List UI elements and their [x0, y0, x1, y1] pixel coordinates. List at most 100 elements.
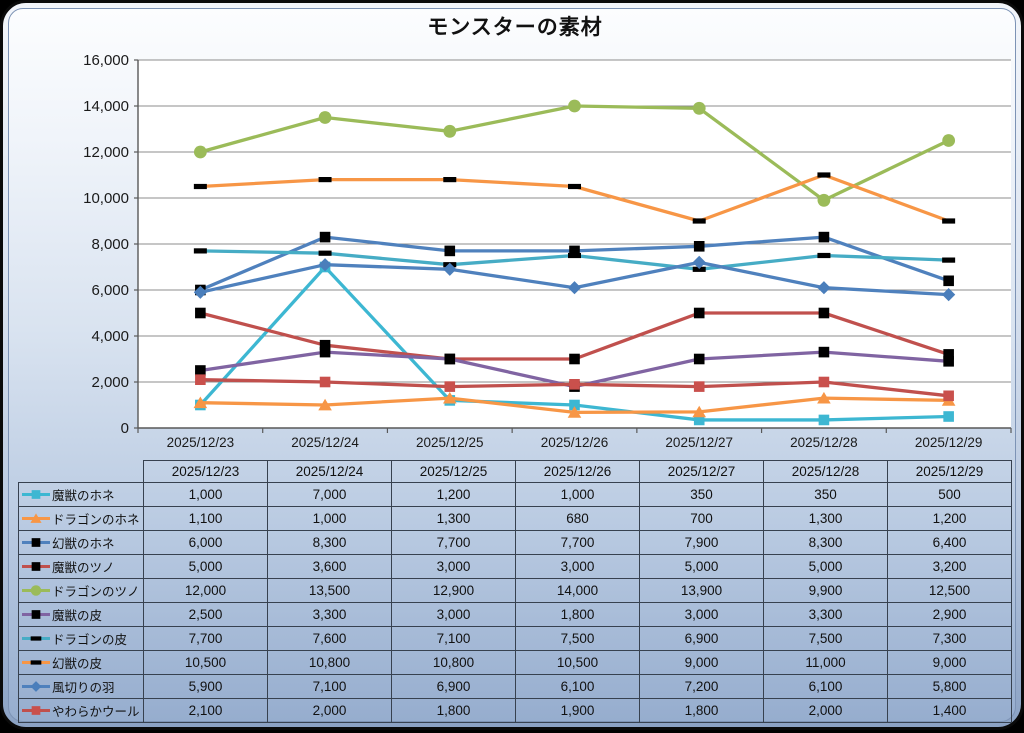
table-row: ドラゴンのホネ 1,100 1,000 1,300 680 700 1,300 1,200 — [18, 506, 1012, 531]
value-cell: 3,000 — [639, 602, 764, 627]
marker-square-icon — [943, 349, 954, 360]
series-7 — [193, 172, 956, 224]
marker-square-icon — [693, 353, 705, 365]
marker-square-icon — [943, 390, 954, 402]
value-cell: 3,300 — [267, 602, 392, 627]
marker-dash-icon — [817, 252, 831, 259]
marker-dash-icon — [942, 257, 956, 263]
legend-square-icon — [22, 490, 50, 499]
value-cell: 1,200 — [887, 506, 1012, 531]
value-cell: 5,000 — [143, 554, 268, 579]
marker-square-icon — [31, 610, 41, 619]
marker-square-icon — [693, 307, 705, 319]
value-cell: 1,800 — [639, 698, 764, 723]
marker-triangle-icon — [567, 406, 582, 418]
x-axis-label: 2025/12/23 — [167, 435, 235, 450]
table-row: 風切りの羽 5,900 7,100 6,900 6,100 7,200 6,100 5,800 — [18, 674, 1012, 699]
table-row: 魔獣の皮 2,500 3,300 3,000 1,800 3,000 3,300 2,900 — [18, 602, 1012, 627]
marker-square-icon — [818, 346, 830, 358]
value-cell: 1,400 — [887, 698, 1012, 723]
y-axis-label: 10,000 — [83, 190, 129, 207]
marker-square-icon — [818, 231, 830, 243]
series-name-label: ドラゴンの皮 — [52, 633, 128, 647]
marker-dash-icon — [692, 218, 706, 224]
value-cell: 9,000 — [639, 650, 764, 675]
value-cell: 8,300 — [267, 530, 392, 555]
legend-entry: 幻獣の皮 — [20, 653, 143, 672]
date-header-cell: 2025/12/26 — [515, 460, 640, 483]
series-8 — [193, 255, 956, 302]
series-9 — [195, 374, 954, 402]
marker-square-icon — [319, 339, 331, 351]
value-cell: 5,000 — [639, 554, 764, 579]
value-cell: 2,100 — [143, 698, 268, 723]
value-cell: 11,000 — [763, 650, 888, 675]
marker-diamond-icon — [567, 281, 582, 295]
marker-dash-icon — [318, 177, 332, 183]
value-cell: 3,600 — [267, 554, 392, 579]
series-name-cell: ドラゴンの皮 — [18, 626, 144, 651]
marker-triangle-icon — [442, 391, 457, 404]
series-name-label: 幻獣の皮 — [52, 657, 103, 671]
x-axis-label: 2025/12/24 — [291, 435, 359, 450]
marker-square-icon — [31, 490, 41, 499]
value-cell: 1,100 — [143, 506, 268, 531]
marker-square-icon — [569, 379, 580, 390]
y-axis-label: 4,000 — [91, 328, 129, 345]
marker-square-icon — [693, 381, 705, 392]
legend-entry: 風切りの羽 — [20, 677, 143, 696]
series-4 — [193, 99, 956, 207]
marker-dash-icon — [193, 183, 207, 190]
marker-square-icon — [31, 538, 41, 547]
value-cell: 12,900 — [391, 578, 516, 603]
value-cell: 2,900 — [887, 602, 1012, 627]
marker-square-icon — [569, 353, 580, 365]
marker-triangle-icon — [692, 405, 707, 418]
y-axis-label: 16,000 — [83, 52, 129, 69]
marker-dash-icon — [692, 266, 706, 272]
series-name-label: 魔獣のツノ — [52, 561, 115, 575]
marker-dash-icon — [193, 248, 207, 254]
value-cell: 6,900 — [639, 626, 764, 651]
table-row: 幻獣のホネ 6,000 8,300 7,700 7,700 7,900 8,300 6,400 — [18, 530, 1012, 555]
value-cell: 7,300 — [887, 626, 1012, 651]
marker-diamond-icon — [443, 262, 457, 276]
marker-square-icon — [569, 245, 580, 257]
chart-title: モンスターの素材 — [427, 16, 603, 39]
series-name-label: 幻獣のホネ — [52, 537, 115, 551]
marker-square-icon — [31, 706, 41, 715]
marker-dash-icon — [568, 183, 581, 190]
marker-square-icon — [818, 376, 830, 388]
value-cell: 7,200 — [639, 674, 764, 699]
marker-dash-icon — [30, 636, 42, 641]
value-cell: 5,800 — [887, 674, 1012, 699]
value-cell: 7,100 — [267, 674, 392, 699]
value-cell: 680 — [515, 506, 640, 531]
legend-triangle-icon — [22, 513, 50, 523]
marker-dash-icon — [817, 172, 831, 178]
marker-dash-icon — [30, 660, 42, 665]
y-axis-label: 2,000 — [91, 374, 129, 391]
marker-triangle-icon — [193, 396, 208, 409]
value-cell: 3,200 — [887, 554, 1012, 579]
legend-entry: やわらかウール — [20, 701, 143, 720]
series-name-label: 魔獣の皮 — [52, 609, 103, 623]
marker-circle-icon — [30, 585, 42, 596]
x-axis-label: 2025/12/27 — [665, 435, 733, 450]
table-row: ドラゴンの皮 7,700 7,600 7,100 7,500 6,900 7,500 7,30… — [18, 626, 1012, 651]
table-row: ドラゴンのツノ 12,000 13,500 12,900 14,000 13,900 9,9… — [18, 578, 1012, 603]
value-cell: 3,000 — [391, 554, 516, 579]
line-chart: 0 2,000 4,000 6,000 8,000 10,000 12,000 14,000 1… — [83, 52, 1012, 450]
table-row: 幻獣の皮 10,500 10,800 10,800 10,500 9,000 11,000 9… — [18, 650, 1012, 675]
value-cell: 6,000 — [143, 530, 268, 555]
table-header-row: 2025/12/23 2025/12/24 2025/12/25 2025/12/26… — [19, 460, 1012, 483]
marker-triangle-icon — [318, 398, 332, 411]
value-cell: 12,000 — [143, 578, 268, 603]
table-row: 魔獣のホネ 1,000 7,000 1,200 1,000 350 350 500 — [18, 482, 1012, 507]
legend-entry: 魔獣のホネ — [20, 485, 143, 504]
marker-square-icon — [943, 411, 954, 422]
legend-entry: 幻獣のホネ — [20, 533, 143, 552]
series-name-label: 風切りの羽 — [52, 681, 115, 695]
marker-diamond-icon — [30, 681, 42, 692]
